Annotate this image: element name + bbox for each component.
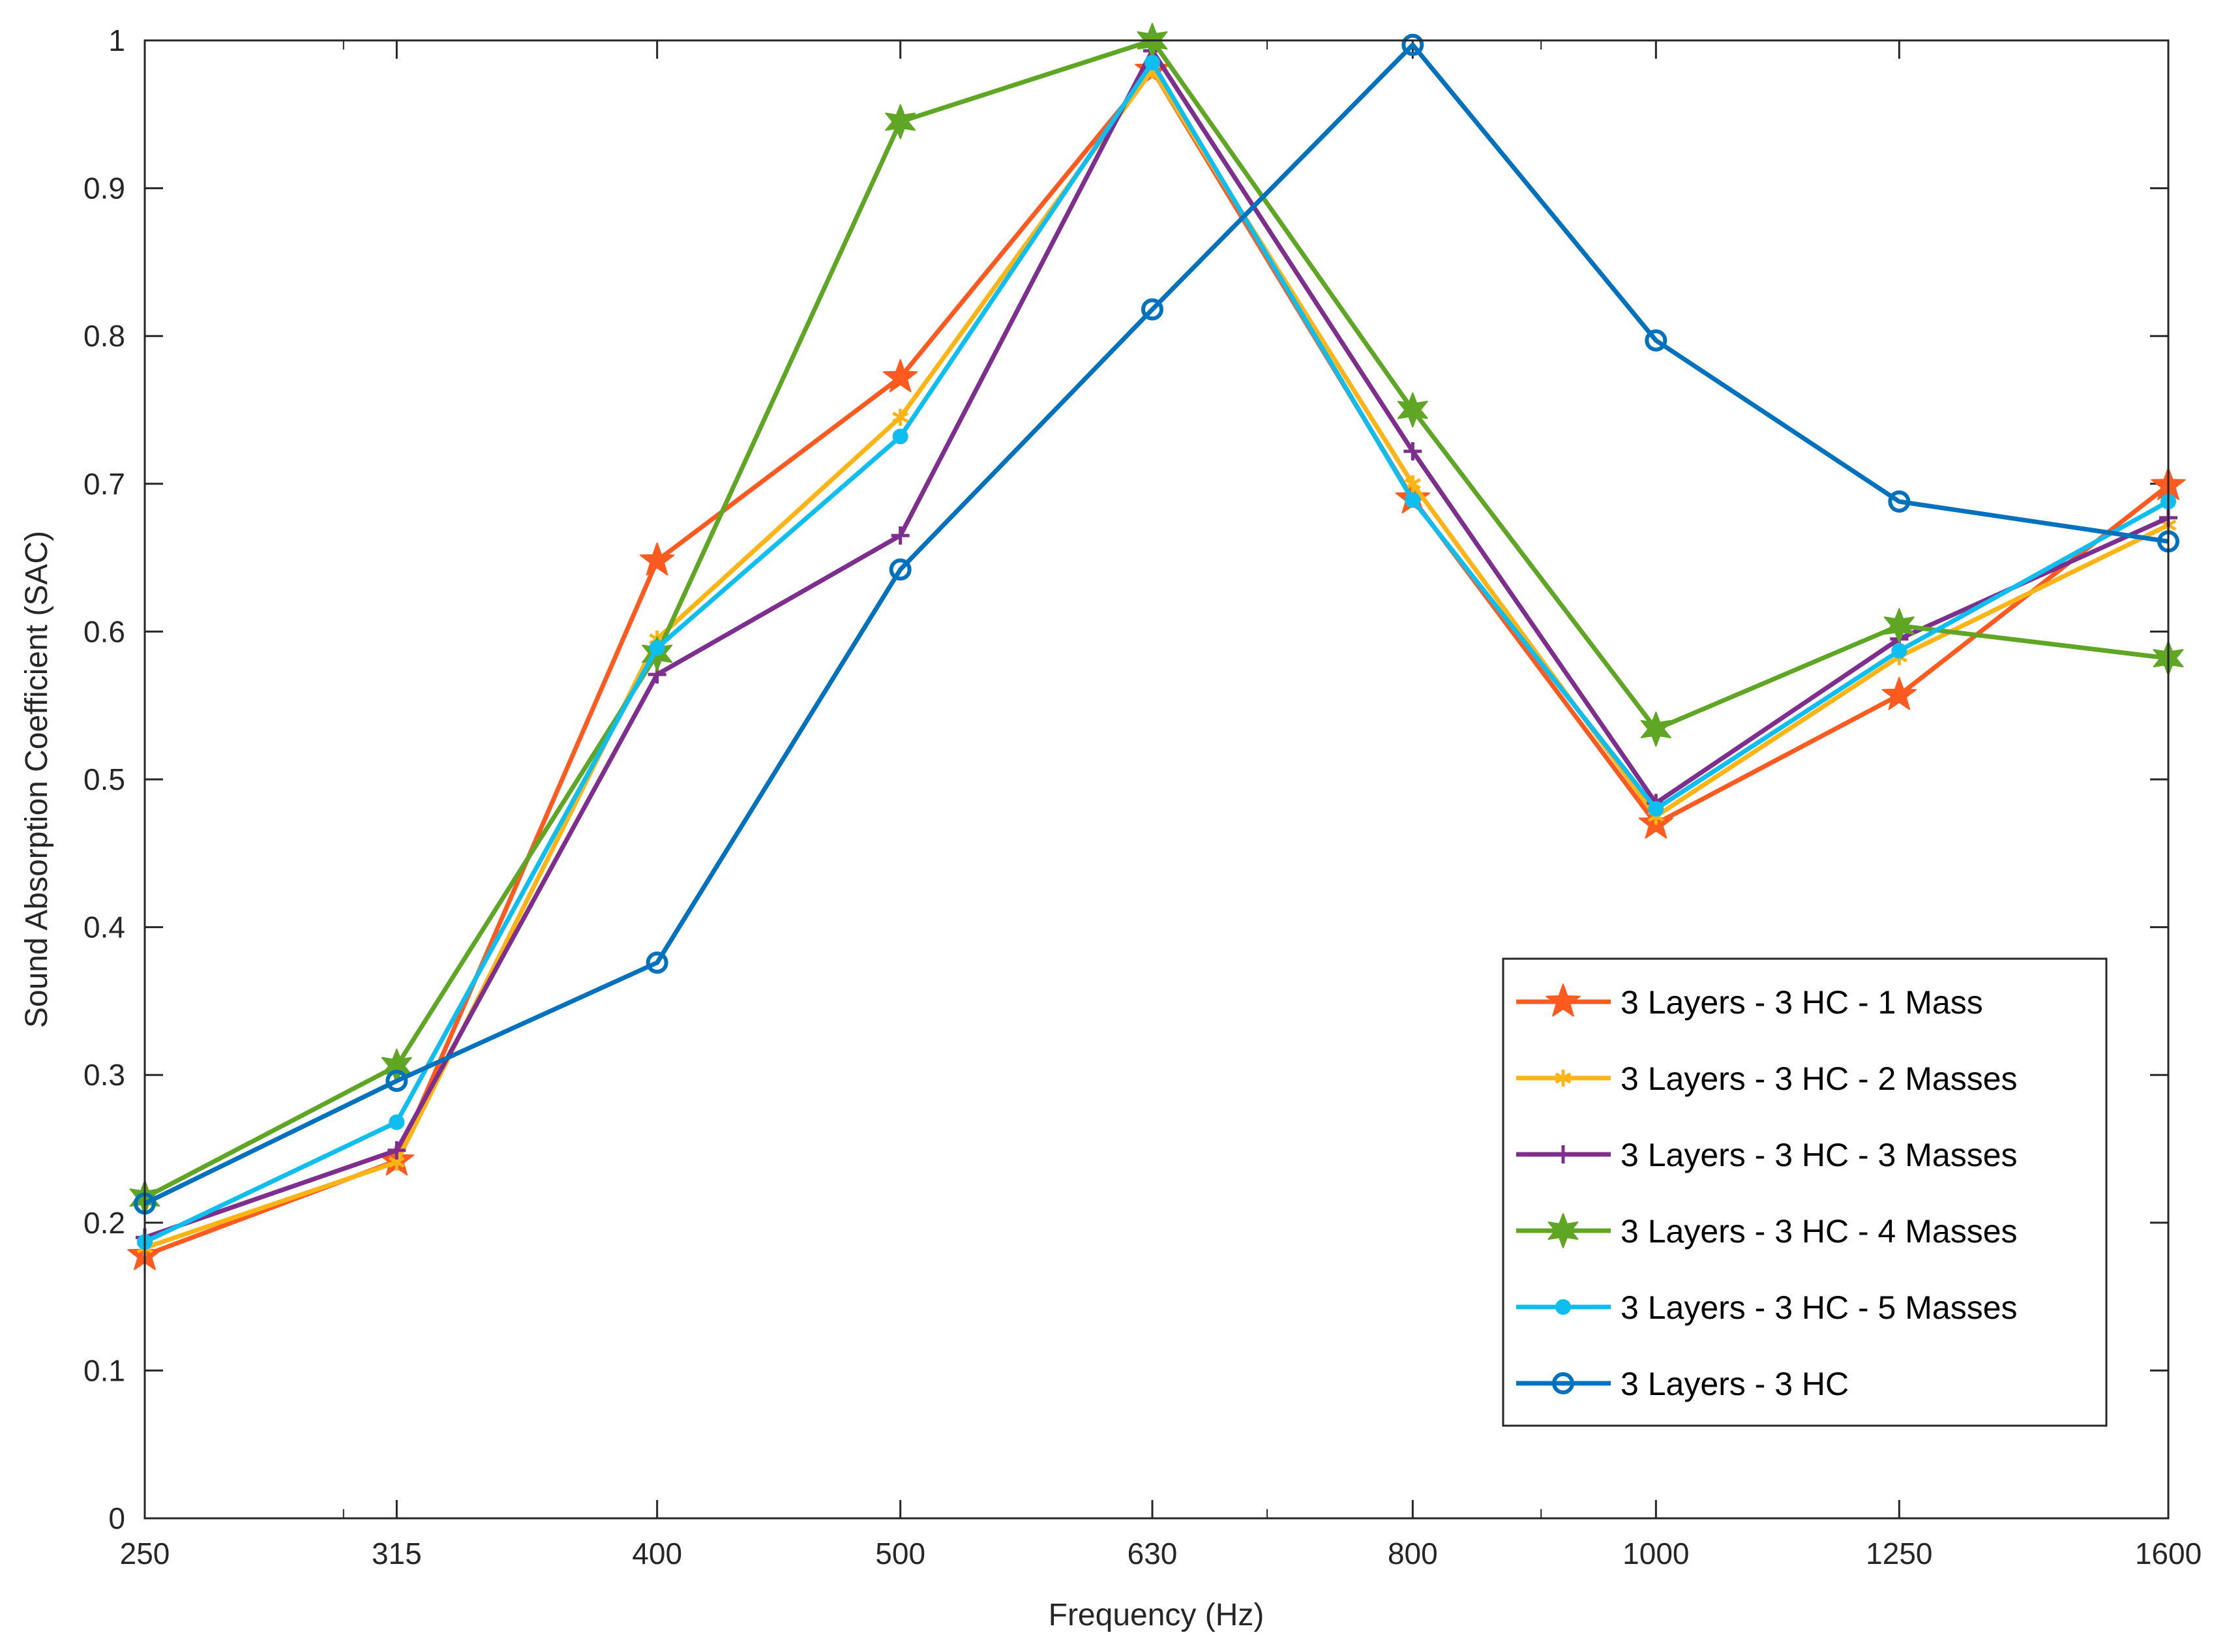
x-tick-label: 630 [1128, 1537, 1178, 1570]
legend-label: 3 Layers - 3 HC - 5 Masses [1621, 1289, 2018, 1326]
data-point [1645, 329, 1667, 352]
legend-label: 3 Layers - 3 HC - 3 Masses [1621, 1137, 2018, 1173]
data-point [387, 1141, 406, 1160]
data-point [385, 1070, 408, 1092]
data-point [1881, 676, 1917, 710]
data-point [889, 558, 912, 581]
y-tick-label: 0.3 [83, 1058, 125, 1092]
x-axis-label: Frequency (Hz) [1049, 1598, 1264, 1632]
y-axis-ticks: 0 0.1 0.2 0.3 0.4 0.5 0.6 0.7 0.8 0.9 1 [83, 23, 2168, 1535]
data-point [1648, 801, 1664, 817]
data-point [1883, 608, 1915, 644]
data-point [891, 526, 910, 545]
y-tick-label: 0.4 [83, 910, 125, 944]
legend-label: 3 Layers - 3 HC - 1 Mass [1621, 984, 1983, 1021]
data-point [1405, 492, 1421, 508]
data-point [1640, 712, 1671, 747]
series-layer [127, 23, 2186, 1270]
legend-item: 3 Layers - 3 HC [1516, 1366, 1849, 1402]
data-point [389, 1114, 405, 1130]
legend-label: 3 Layers - 3 HC - 4 Masses [1621, 1213, 2018, 1250]
series-line [143, 42, 2169, 1206]
y-tick-label: 0.8 [83, 319, 125, 353]
data-point [892, 408, 909, 426]
legend-box [1502, 957, 2108, 1427]
data-point [1397, 392, 1428, 428]
minor-ticks [342, 40, 1542, 1518]
series-5 [137, 54, 2176, 1250]
y-tick-label: 0.2 [83, 1206, 125, 1240]
y-axis-label: Sound Absorption Coefficient (SAC) [20, 531, 54, 1028]
y-tick-label: 0.5 [83, 762, 125, 796]
data-point [1141, 298, 1163, 321]
legend-item: 3 Layers - 3 HC - 3 Masses [1516, 1137, 2018, 1173]
x-tick-label: 1000 [1622, 1537, 1689, 1570]
x-tick-label: 250 [120, 1537, 170, 1570]
x-tick-label: 800 [1388, 1537, 1438, 1570]
x-tick-label: 1250 [1866, 1537, 1932, 1570]
data-point [1401, 33, 1424, 56]
legend-label: 3 Layers - 3 HC - 2 Masses [1621, 1060, 2018, 1097]
y-tick-label: 0 [108, 1501, 125, 1535]
data-point [646, 951, 668, 974]
x-tick-label: 400 [632, 1537, 682, 1570]
x-axis-ticks: 250 315 400 500 630 800 1000 1250 1600 [120, 40, 2202, 1570]
y-tick-label: 0.1 [83, 1353, 125, 1387]
data-point [885, 104, 916, 140]
data-point [1555, 1299, 1571, 1315]
data-point [1555, 1070, 1572, 1087]
legend-item: 3 Layers - 3 HC - 1 Mass [1516, 984, 1983, 1021]
y-tick-label: 1 [108, 23, 125, 57]
legend-item: 3 Layers - 3 HC - 2 Masses [1516, 1060, 2018, 1097]
data-point [1404, 475, 1421, 492]
y-tick-label: 0.6 [83, 614, 125, 648]
x-tick-label: 500 [875, 1537, 925, 1570]
data-point [1403, 442, 1422, 460]
data-point [1888, 490, 1911, 513]
legend-item: 3 Layers - 3 HC - 4 Masses [1516, 1213, 2018, 1250]
data-point [1552, 1372, 1574, 1394]
data-point [1144, 54, 1160, 70]
series-6 [134, 33, 2179, 1215]
data-point [640, 542, 675, 576]
data-point [883, 359, 918, 393]
x-tick-label: 1600 [2135, 1537, 2202, 1570]
data-point [1546, 984, 1581, 1017]
legend: 3 Layers - 3 HC - 1 Mass 3 Layers - 3 HC … [1502, 957, 2108, 1427]
data-point [1891, 642, 1907, 659]
plot-frame [143, 39, 2170, 1520]
data-point [1554, 1145, 1572, 1164]
data-point [1547, 1213, 1579, 1248]
x-tick-label: 315 [372, 1537, 422, 1570]
legend-item: 3 Layers - 3 HC - 5 Masses [1516, 1289, 2018, 1326]
data-point [649, 640, 665, 656]
legend-label: 3 Layers - 3 HC [1621, 1366, 1849, 1402]
data-point [892, 428, 908, 445]
y-tick-label: 0.9 [83, 172, 125, 205]
y-tick-label: 0.7 [83, 467, 125, 501]
